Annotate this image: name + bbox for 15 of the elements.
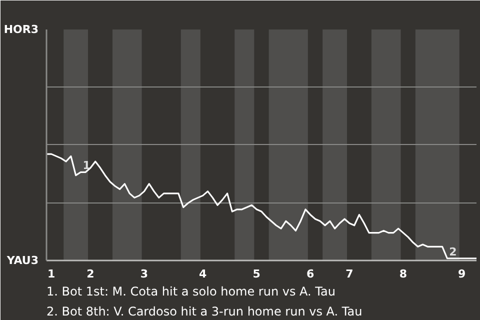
- x-tick-label: 1: [48, 268, 56, 280]
- text: YAU3: [6, 254, 39, 267]
- x-tick-label: 4: [199, 268, 208, 280]
- x-tick-label: 8: [399, 268, 408, 280]
- x-tick-label: 9: [458, 268, 466, 280]
- text: 2. Bot 8th: V. Cardoso hit a 3-run home run vs A. Tau: [46, 304, 362, 318]
- x-tick-label: 5: [252, 268, 260, 280]
- x-tick-label: 2: [86, 268, 94, 280]
- text: 1. Bot 1st: M. Cota hit a solo home run vs A. Tau: [46, 284, 336, 298]
- annotation: 2: [449, 245, 457, 258]
- annotation: 1: [82, 159, 90, 172]
- x-tick-label: 7: [346, 268, 354, 280]
- x-tick-label: 3: [140, 268, 148, 280]
- x-tick-label: 6: [306, 268, 315, 280]
- text: HOR3: [4, 23, 39, 36]
